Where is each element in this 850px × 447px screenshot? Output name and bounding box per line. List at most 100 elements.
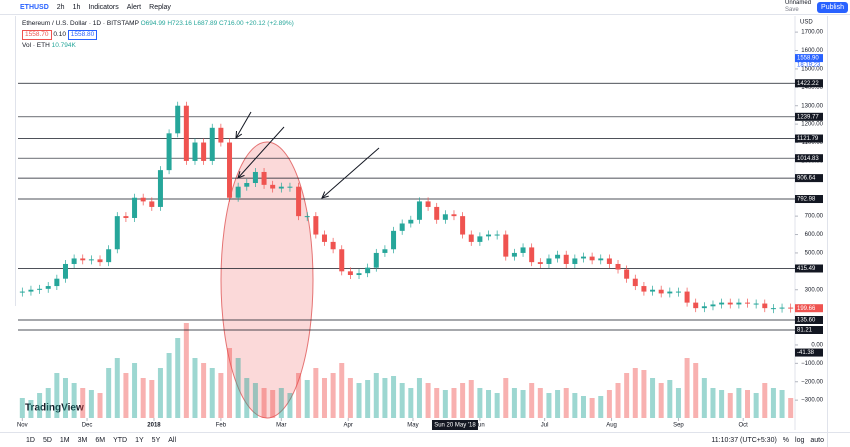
volume-bar (382, 378, 388, 418)
countdown: 18:19:23 (797, 63, 821, 69)
candle-body (356, 273, 362, 276)
volume-bar (650, 378, 656, 418)
range-button[interactable]: 5D (42, 436, 52, 444)
volume-bar (54, 373, 60, 418)
log-toggle[interactable]: log (795, 436, 805, 444)
ask[interactable]: 1558.80 (67, 30, 98, 40)
candle-body (693, 302, 699, 309)
candle-body (399, 223, 405, 231)
candle-body (45, 286, 51, 289)
percent-toggle[interactable]: % (782, 436, 790, 444)
volume-bar (486, 390, 492, 418)
volume-bar (675, 388, 681, 418)
volume-bar (442, 390, 448, 418)
replay-button[interactable]: Replay (149, 3, 171, 11)
range-button[interactable]: 1M (59, 436, 70, 444)
candle-body (391, 230, 397, 250)
candle-body (494, 234, 500, 236)
volume-bar (624, 373, 630, 418)
volume-bar (753, 393, 759, 418)
volume-bar (132, 363, 138, 418)
volume-bar (425, 383, 431, 418)
volume-bar (235, 358, 241, 418)
candle-body (615, 263, 621, 270)
range-button[interactable]: All (168, 436, 177, 444)
level-label: 1014.83 (797, 156, 819, 162)
candle-body (511, 252, 517, 257)
range-button[interactable]: 6M (95, 436, 106, 444)
candle-body (762, 303, 768, 309)
y-tick-label: 1300.00 (801, 103, 823, 109)
x-tick-label: 2018 (147, 423, 161, 429)
candle-body (736, 302, 742, 305)
candle-body (434, 206, 440, 220)
bottom-bar: 1D 5D 1M 3M 6M YTD 1Y 5Y All 11:10:37 (UTC+5:30)… (0, 432, 850, 447)
volume-bar (460, 383, 466, 418)
range-list: 1D 5D 1M 3M 6M YTD 1Y 5Y All (26, 437, 176, 444)
candle-body (753, 303, 759, 305)
volume-bar (555, 390, 561, 418)
volume-bar (667, 380, 673, 418)
volume-bar (719, 390, 725, 418)
volume-bar (330, 373, 336, 418)
range-button[interactable]: 3M (77, 436, 88, 444)
auto-toggle[interactable]: auto (810, 436, 824, 444)
candle-body (132, 197, 138, 218)
interval[interactable]: 1h (72, 3, 81, 11)
arrow (235, 111, 252, 139)
candle-body (54, 278, 60, 287)
bid[interactable]: 1558.70 (22, 30, 52, 40)
candle-body (701, 306, 707, 309)
y-tick-label: 1600.00 (801, 48, 823, 54)
layout[interactable]: Unnamed Save (785, 0, 811, 14)
volume-bar (356, 383, 362, 418)
candle-body (313, 216, 319, 235)
y-tick-label: 300.00 (805, 287, 824, 293)
volume-bar (261, 388, 267, 418)
legend-symbol: Ethereum / U.S. Dollar · 1D · BITSTAMP (22, 20, 139, 27)
candle-body (563, 254, 569, 264)
level-label-bg (795, 174, 823, 183)
candle-body (658, 289, 664, 294)
alert-button[interactable]: Alert (126, 3, 142, 11)
range-button[interactable]: 1D (26, 436, 35, 444)
volume-bar (641, 370, 647, 418)
candle-body (382, 249, 388, 253)
clock: 11:10:37 (UTC+5:30) (711, 436, 777, 444)
x-tick-label: Apr (344, 423, 353, 429)
candle-body (572, 258, 578, 264)
indicators-button[interactable]: Indicators (88, 3, 119, 11)
volume-bar (615, 383, 621, 418)
candle-body (192, 142, 198, 161)
volume-bar (166, 353, 172, 418)
volume-bar (598, 396, 604, 418)
volume-bar (529, 383, 535, 418)
candle-body (157, 170, 163, 207)
volume-bar (313, 368, 319, 418)
candle-body (451, 214, 457, 217)
candle-body (416, 201, 422, 220)
interval[interactable]: 2h (56, 3, 65, 11)
candle-body (114, 216, 120, 250)
range-button[interactable]: YTD (113, 436, 128, 444)
candle-body (278, 186, 284, 189)
volume-bar (606, 390, 612, 418)
range-button[interactable]: 1Y (135, 436, 144, 444)
volume-bar (788, 398, 794, 418)
volume-bar (762, 383, 768, 418)
arrow (321, 147, 380, 199)
candle-body (373, 252, 379, 268)
volume-bar (727, 393, 733, 418)
candle-body (244, 183, 250, 187)
last-price: 1558.90 (797, 56, 819, 62)
range-button[interactable]: 5Y (151, 436, 161, 444)
x-tick-label: Feb (216, 423, 227, 429)
x-tick-label: Mar (276, 423, 286, 429)
crosshair-date: Sun 20 May '18 (434, 423, 476, 429)
volume-bar (278, 388, 284, 418)
symbol[interactable]: ETHUSD (20, 3, 49, 11)
level-label: 81.21 (797, 328, 813, 334)
y-tick-label: 1400.00 (801, 85, 823, 91)
publish-button[interactable]: Publish (817, 1, 848, 13)
